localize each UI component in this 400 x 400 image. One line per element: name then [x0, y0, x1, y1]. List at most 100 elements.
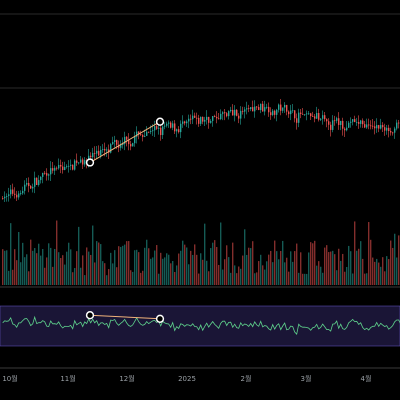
volume-bar — [36, 253, 38, 285]
candle-body — [362, 120, 364, 125]
candle-body — [198, 117, 200, 124]
candle-body — [84, 160, 86, 165]
volume-bar — [114, 250, 116, 285]
candle-body — [146, 131, 148, 136]
candle-body — [4, 196, 6, 199]
candle-body — [358, 121, 360, 124]
candle-body — [202, 116, 204, 122]
volume-bar — [110, 252, 112, 285]
candle-body — [160, 127, 162, 136]
volume-bar — [214, 240, 216, 285]
volume-bar — [132, 271, 134, 285]
candle-body — [244, 109, 246, 112]
volume-bar — [94, 262, 96, 285]
candle-body — [396, 122, 398, 129]
volume-bar — [290, 251, 292, 285]
volume-bar — [376, 258, 378, 285]
candle-body — [180, 123, 182, 133]
candle-body — [190, 118, 192, 120]
candle-body — [386, 127, 388, 131]
volume-bar — [186, 247, 188, 285]
candle-body — [98, 150, 100, 156]
volume-bar — [124, 244, 126, 285]
volume-bar — [344, 271, 346, 285]
volume-bar — [226, 245, 228, 285]
candle-body — [204, 119, 206, 122]
volume-bar — [98, 242, 100, 285]
volume-bar — [66, 251, 68, 285]
volume-bar — [88, 251, 90, 285]
candle-body — [368, 124, 370, 126]
candle-body — [300, 112, 302, 114]
volume-bar — [346, 266, 348, 285]
candle-body — [74, 160, 76, 170]
candle-body — [38, 180, 40, 186]
volume-bar — [264, 269, 266, 285]
candle-body — [346, 127, 348, 131]
candle-body — [176, 129, 178, 132]
rsi-trendline-start-marker[interactable] — [85, 311, 95, 320]
volume-bar — [250, 248, 252, 285]
candle-body — [48, 174, 50, 176]
volume-bar — [394, 233, 396, 285]
rsi-trendline-end-marker[interactable] — [155, 314, 165, 323]
candle-body — [222, 112, 224, 114]
candle-body — [302, 113, 304, 115]
candle-body — [158, 127, 160, 129]
candle-body — [136, 131, 138, 137]
candle-body — [208, 116, 210, 123]
volume-bar — [338, 248, 340, 285]
volume-bar — [178, 253, 180, 285]
volume-bar — [150, 258, 152, 285]
candle-body — [314, 116, 316, 119]
volume-bar — [174, 271, 176, 285]
volume-bar — [360, 241, 362, 285]
candle-body — [144, 135, 146, 137]
candle-body — [252, 107, 254, 112]
volume-bar — [372, 257, 374, 285]
volume-bar — [294, 251, 296, 285]
candle-body — [54, 167, 56, 171]
candle-body — [280, 104, 282, 111]
price-trendline-end-marker[interactable] — [155, 117, 165, 126]
candle-body — [360, 120, 362, 124]
candle-body — [26, 182, 28, 185]
candle-body — [324, 115, 326, 120]
volume-bar — [288, 271, 290, 285]
candle-body — [188, 118, 190, 122]
candle-body — [242, 110, 244, 112]
volume-bar — [2, 249, 4, 285]
price-trendline-start-marker[interactable] — [85, 158, 95, 167]
volume-bar — [268, 254, 270, 285]
volume-bar — [224, 259, 226, 285]
candle-body — [96, 150, 98, 154]
volume-bar — [172, 261, 174, 285]
candle-body — [236, 109, 238, 116]
volume-bar — [54, 248, 56, 285]
volume-bar — [232, 242, 234, 285]
volume-bar — [30, 239, 32, 285]
volume-bar — [56, 220, 58, 285]
volume-bar — [266, 261, 268, 285]
candle-body — [116, 139, 118, 145]
volume-bar — [208, 271, 210, 285]
volume-bar — [330, 251, 332, 285]
volume-bar — [322, 272, 324, 285]
x-tick-label: 10월 — [2, 374, 17, 383]
volume-bar — [154, 250, 156, 285]
volume-bar — [52, 266, 54, 285]
candle-body — [312, 116, 314, 117]
candle-body — [318, 113, 320, 120]
candle-body — [316, 113, 318, 119]
candle-body — [276, 109, 278, 115]
volume-bar — [200, 253, 202, 285]
volume-bar — [142, 270, 144, 285]
candle-body — [224, 112, 226, 114]
candle-body — [40, 176, 42, 181]
candle-body — [24, 184, 26, 191]
volume-bar — [128, 241, 130, 285]
candle-body — [366, 124, 368, 128]
candle-body — [66, 166, 68, 168]
volume-bar — [286, 257, 288, 285]
volume-bar — [348, 245, 350, 285]
